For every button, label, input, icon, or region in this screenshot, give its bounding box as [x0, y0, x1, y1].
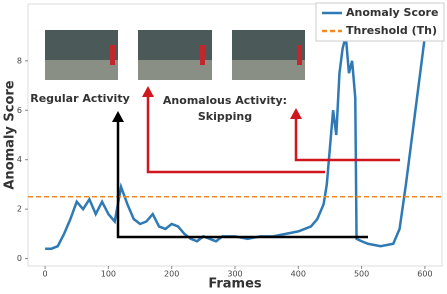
arrow	[146, 95, 325, 174]
arrow-head	[142, 86, 154, 97]
x-tick-label: 0	[43, 270, 48, 279]
x-tick-label: 300	[227, 270, 242, 279]
thumbnail-person	[110, 45, 115, 65]
legend-items: Anomaly Score Threshold (Th)	[322, 6, 438, 37]
thumbnail-person	[200, 45, 205, 65]
y-tick-label: 0	[17, 254, 22, 263]
y-tick-label: 2	[17, 205, 22, 214]
x-tick-label: 600	[417, 270, 432, 279]
arrow	[294, 117, 400, 162]
x-axis-label: Frames	[208, 277, 262, 292]
y-tick-label: 8	[17, 56, 22, 65]
x-tick-label: 500	[354, 270, 369, 279]
annotation: Skipping	[198, 110, 252, 123]
y-tick-label: 4	[17, 155, 22, 164]
x-tick-label: 200	[164, 270, 179, 279]
x-tick-label: 100	[101, 270, 116, 279]
arrow-head	[112, 111, 124, 122]
thumbnail-person	[297, 45, 302, 65]
y-tick-label: 6	[17, 106, 22, 115]
arrow	[116, 120, 368, 239]
legend	[315, 2, 445, 42]
x-tick-label: 400	[291, 270, 306, 279]
annotation: Regular Activity	[30, 92, 130, 105]
arrow-head	[290, 108, 302, 119]
thumbnails	[45, 30, 305, 80]
y-axis-label: Anomaly Score	[3, 80, 18, 189]
arrows	[112, 86, 400, 239]
thumbnail-bg	[232, 30, 305, 60]
thumbnail-bg	[45, 30, 118, 60]
thumbnail-bg	[138, 30, 212, 60]
legend-label: Threshold (Th)	[346, 24, 437, 37]
annotation: Anomalous Activity:	[163, 94, 287, 107]
legend-label: Anomaly Score	[346, 6, 438, 19]
